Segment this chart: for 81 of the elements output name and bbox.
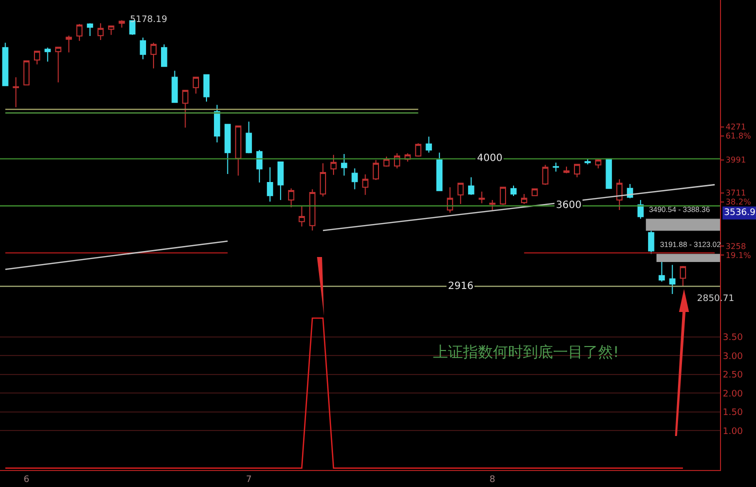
candlestick [108,25,114,36]
candlestick [266,166,274,202]
text: 3536.9 [724,208,756,218]
candlestick [648,230,654,254]
candlestick [500,186,506,206]
candlestick [76,24,83,42]
candlestick [214,104,220,143]
candlestick [468,176,474,196]
candlestick [172,70,178,103]
ref-line-label: 2916 [448,281,474,292]
candlestick [246,121,252,154]
candlestick [256,149,263,184]
y2-tick-label: 38.2% [726,198,752,207]
candlestick [574,164,580,178]
y-tick-label: 3991 [726,156,746,165]
x-tick-label: 7 [246,474,252,485]
y2-tick-label: 61.8% [726,132,752,141]
y-tick-label: 3711 [726,188,746,198]
candlestick [192,76,199,94]
candlestick [510,185,517,196]
candlestick [563,166,570,174]
candlestick [584,158,591,165]
candlestick [330,154,337,176]
candlestick [669,264,676,294]
candlestick [23,60,30,86]
y-tick-label: 3.50 [722,333,744,344]
candlestick [161,44,168,67]
candlestick [298,206,305,228]
annotation: 5178.19 [130,15,168,25]
candlestick [680,265,686,288]
candlestick [150,42,157,69]
candlestick [288,188,294,208]
x-tick-label: 6 [24,474,30,485]
annotation: 上证指数何时到底一目了然! [433,343,620,361]
y-tick-label: 1.00 [722,426,744,437]
candlestick [309,188,316,232]
candlestick [118,20,125,28]
y-tick-label: 2.00 [722,389,744,400]
y-tick-label: 2.50 [722,370,744,381]
candlestick [532,188,538,196]
candlestick [521,193,528,204]
candlestick [415,142,422,158]
candlestick [182,90,188,128]
ref-line-label: 4000 [477,153,502,164]
candlestick [595,158,602,169]
candlestick [44,47,51,62]
candlestick [489,199,496,210]
candlestick [97,22,104,40]
candlestick [542,164,548,186]
candlestick [341,153,348,176]
candlestick [2,42,8,86]
y-tick-label: 3258 [726,242,746,251]
y-tick-label: 4271 [726,122,746,132]
y2-tick-label: 19.1% [726,250,752,260]
candlestick [224,124,231,174]
candlestick [426,136,432,154]
candlestick [436,152,443,192]
candlestick [140,37,146,60]
candlestick [362,174,368,196]
candlestick [352,168,358,190]
x-tick-label: 8 [489,474,496,485]
candlestick [55,46,62,83]
candlestick [606,158,612,189]
candlestick [66,35,72,53]
candlestick [658,261,665,282]
candlestick [86,22,94,36]
candlestick [320,162,326,198]
ref-line-label: 3600 [556,200,582,211]
y-tick-label: 1.50 [722,408,744,418]
candlestick [277,161,284,200]
y-tick-label: 3.00 [722,352,744,362]
candlestick [203,74,210,102]
candlestick [235,125,242,176]
candlestick [616,178,623,210]
candlestick [446,186,454,214]
candlestick [372,159,379,180]
candlestick [478,191,485,204]
candlestick [552,162,559,172]
candlestick [12,76,19,108]
candlestick [457,182,464,204]
candlestick [34,50,40,65]
